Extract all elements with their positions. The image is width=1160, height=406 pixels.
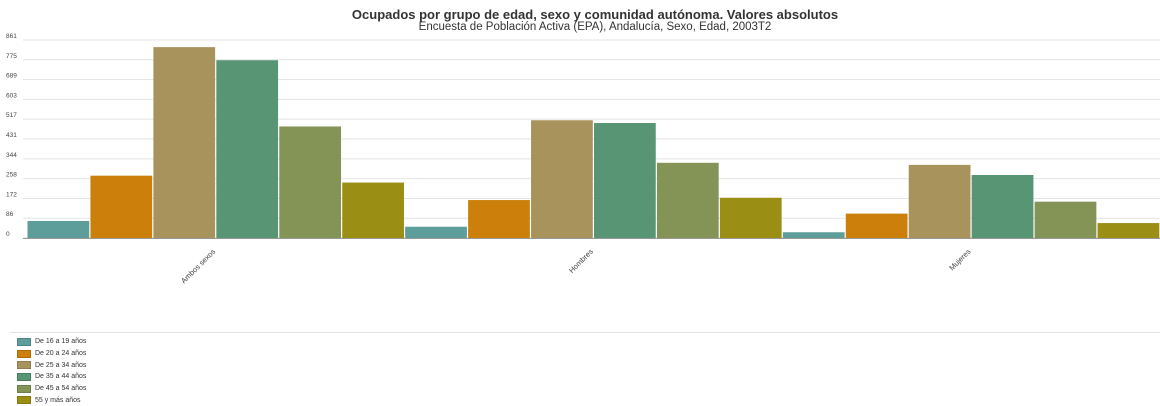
legend-label: De 16 a 19 años (35, 338, 87, 346)
y-axis: 0 86 172 258 344 431 517 603 689 775 861 (6, 33, 1160, 239)
legend-label: De 25 a 34 años (35, 361, 87, 369)
x-tick-label: Ambos sexos (179, 247, 217, 285)
y-tick-label: 689 (6, 73, 17, 80)
chart-title: Ocupados por grupo de edad, sexo y comun… (351, 7, 839, 22)
legend: De 16 a 19 años De 20 a 24 años De 25 a 34… (17, 336, 86, 406)
legend-label: De 45 a 54 años (35, 385, 87, 393)
legend-item[interactable]: De 35 a 44 años (17, 371, 86, 383)
legend-item[interactable]: De 45 a 54 años (17, 383, 86, 395)
bar[interactable] (90, 175, 153, 238)
y-tick-label: 0 (6, 231, 10, 238)
legend-label: 55 y más años (35, 396, 81, 404)
legend-label: De 20 a 24 años (35, 350, 87, 358)
bar[interactable] (719, 197, 782, 238)
legend-swatch (17, 372, 31, 381)
bar[interactable] (216, 60, 279, 238)
legend-swatch (17, 337, 31, 346)
y-tick-label: 86 (6, 211, 14, 218)
bar[interactable] (27, 220, 90, 238)
y-tick-label: 344 (6, 152, 17, 159)
bars (27, 47, 1160, 238)
bar[interactable] (908, 164, 971, 238)
y-tick-label: 431 (6, 132, 17, 139)
x-tick-label: Hombres (567, 247, 595, 275)
bar[interactable] (656, 162, 719, 238)
bar[interactable] (1034, 201, 1097, 238)
chart-subtitle: Encuesta de Población Activa (EPA), Anda… (418, 21, 772, 33)
bar[interactable] (531, 120, 593, 238)
y-tick-label: 258 (6, 172, 17, 179)
bar[interactable] (468, 200, 530, 238)
bar[interactable] (153, 47, 216, 238)
legend-swatch (17, 384, 31, 393)
bar[interactable] (594, 123, 656, 238)
legend-item[interactable]: De 25 a 34 años (17, 359, 86, 371)
bar[interactable] (782, 232, 845, 238)
legend-swatch (17, 396, 31, 405)
bar[interactable] (405, 226, 467, 238)
y-tick-label: 517 (6, 112, 17, 119)
y-tick-label: 861 (6, 33, 17, 40)
y-tick-label: 172 (6, 191, 17, 198)
x-axis: Ambos sexos Hombres Mujeres (179, 247, 973, 285)
legend-divider (10, 332, 1160, 333)
x-tick-label: Mujeres (947, 247, 972, 272)
legend-item[interactable]: De 20 a 24 años (17, 348, 86, 360)
bar[interactable] (845, 213, 908, 238)
bar[interactable] (279, 126, 342, 238)
legend-item[interactable]: De 16 a 19 años (17, 336, 86, 348)
legend-item[interactable]: 55 y más años (17, 394, 86, 406)
bar[interactable] (971, 174, 1034, 238)
y-tick-label: 775 (6, 53, 17, 60)
legend-swatch (17, 349, 31, 358)
legend-swatch (17, 361, 31, 370)
bar[interactable] (1097, 223, 1160, 238)
bar-chart: 0 86 172 258 344 431 517 603 689 775 861 Ambos sex… (6, 33, 1160, 285)
legend-label: De 35 a 44 años (35, 373, 87, 381)
bar[interactable] (342, 182, 404, 238)
y-tick-label: 603 (6, 92, 17, 99)
